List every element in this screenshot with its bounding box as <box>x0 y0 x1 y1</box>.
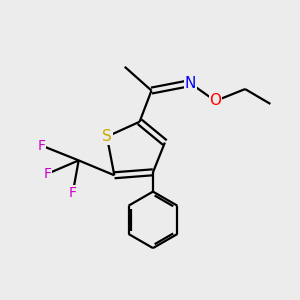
Text: N: N <box>184 76 196 91</box>
Text: F: F <box>38 139 46 152</box>
Text: F: F <box>44 167 52 181</box>
Text: F: F <box>69 186 77 200</box>
Text: O: O <box>209 94 221 109</box>
Text: S: S <box>102 129 112 144</box>
